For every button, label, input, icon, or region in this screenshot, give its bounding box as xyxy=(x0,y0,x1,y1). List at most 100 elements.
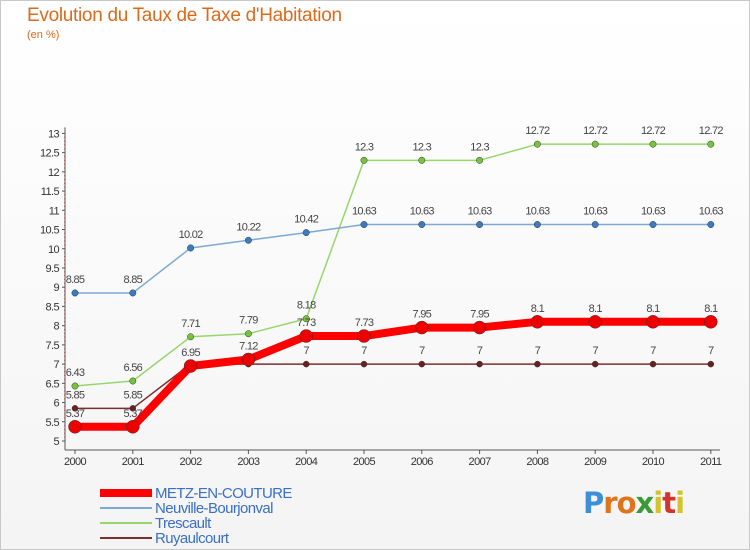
data-label-ruyaulcourt: 7 xyxy=(477,345,483,357)
data-point-metz-en-couture xyxy=(588,315,602,329)
data-label-neuville-bourjonval: 8.85 xyxy=(66,274,85,286)
data-label-metz-en-couture: 7.95 xyxy=(470,309,489,321)
data-label-neuville-bourjonval: 10.63 xyxy=(468,206,493,218)
logo-letter: P xyxy=(583,486,604,520)
data-label-neuville-bourjonval: 10.63 xyxy=(641,206,666,218)
data-point-neuville-bourjonval xyxy=(418,221,426,228)
y-tick-label: 5.5 xyxy=(46,417,60,429)
data-point-neuville-bourjonval xyxy=(244,236,252,244)
legend-item: Ruyaulcourt xyxy=(100,529,229,547)
y-tick-label: 6.5 xyxy=(46,378,60,390)
legend-swatch xyxy=(100,489,152,497)
data-point-trescault xyxy=(707,140,715,148)
y-tick-label: 11 xyxy=(49,205,60,217)
legend-swatch xyxy=(100,507,152,509)
data-point-trescault xyxy=(533,140,541,148)
data-label-metz-en-couture: 5.37 xyxy=(66,408,85,420)
data-label-neuville-bourjonval: 10.63 xyxy=(699,206,724,218)
x-tick-label: 2009 xyxy=(584,456,607,468)
data-label-metz-en-couture: 5.37 xyxy=(123,408,142,420)
data-label-ruyaulcourt: 5.85 xyxy=(66,389,85,401)
data-point-neuville-bourjonval xyxy=(71,289,79,297)
x-tick-label: 2011 xyxy=(700,456,722,468)
y-tick-label: 12 xyxy=(48,167,60,179)
data-label-ruyaulcourt: 7 xyxy=(592,345,598,357)
data-label-neuville-bourjonval: 10.22 xyxy=(236,221,261,233)
data-label-ruyaulcourt: 7 xyxy=(708,345,714,357)
x-tick-label: 2002 xyxy=(180,456,203,468)
data-point-ruyaulcourt xyxy=(591,360,599,368)
data-label-trescault: 12.3 xyxy=(412,141,431,153)
legend-label: Neuville-Bourjonval xyxy=(155,499,273,517)
data-label-metz-en-couture: 8.1 xyxy=(704,303,718,315)
data-label-neuville-bourjonval: 10.02 xyxy=(179,229,204,241)
y-tick-label: 12.5 xyxy=(40,148,59,160)
data-label-ruyaulcourt: 7 xyxy=(650,345,656,357)
data-label-metz-en-couture: 7.12 xyxy=(239,340,258,352)
legend-label: Ruyaulcourt xyxy=(155,529,229,547)
data-label-metz-en-couture: 7.73 xyxy=(297,317,316,329)
y-tick-label: 11.5 xyxy=(41,186,60,198)
legend-item: METZ-EN-COUTURE xyxy=(100,485,292,502)
data-label-trescault: 7.71 xyxy=(181,318,200,330)
data-point-metz-en-couture xyxy=(183,359,198,373)
data-point-ruyaulcourt xyxy=(302,360,310,368)
x-tick-label: 2008 xyxy=(526,456,549,468)
data-label-trescault: 6.56 xyxy=(123,362,142,374)
data-label-trescault: 8.18 xyxy=(297,300,316,312)
y-tick-label: 5 xyxy=(53,436,59,448)
data-point-metz-en-couture xyxy=(357,329,371,343)
data-label-trescault: 12.72 xyxy=(699,125,724,137)
data-point-neuville-bourjonval xyxy=(649,221,657,228)
proxiti-logo: Proxiti xyxy=(583,486,685,520)
legend-item: Neuville-Bourjonval xyxy=(100,499,273,517)
data-point-neuville-bourjonval xyxy=(129,289,137,297)
data-point-ruyaulcourt xyxy=(360,360,368,368)
data-label-trescault: 6.43 xyxy=(66,367,85,379)
chart-unit-label: (en %) xyxy=(27,29,60,41)
data-point-neuville-bourjonval xyxy=(591,221,599,228)
y-tick-label: 10.5 xyxy=(40,225,59,237)
x-tick-label: 2001 xyxy=(122,456,145,468)
legend-swatch xyxy=(100,522,152,524)
y-tick-label: 13 xyxy=(48,128,60,140)
logo-letter: x xyxy=(635,486,655,520)
logo-letter: o xyxy=(616,486,637,520)
data-label-neuville-bourjonval: 10.63 xyxy=(410,206,435,218)
data-label-ruyaulcourt: 5.85 xyxy=(123,389,142,401)
data-point-neuville-bourjonval xyxy=(187,244,195,252)
data-point-metz-en-couture xyxy=(704,315,718,329)
data-point-metz-en-couture xyxy=(68,420,82,434)
data-point-trescault xyxy=(360,156,368,164)
data-label-trescault: 12.3 xyxy=(470,141,489,153)
data-label-neuville-bourjonval: 8.85 xyxy=(123,274,142,286)
data-point-ruyaulcourt xyxy=(707,360,715,368)
logo-letter: t xyxy=(662,486,676,520)
data-point-metz-en-couture xyxy=(472,320,487,335)
series-line-neuville-bourjonval xyxy=(75,223,711,294)
data-point-trescault xyxy=(649,140,657,148)
x-tick-label: 2010 xyxy=(642,456,665,468)
data-point-metz-en-couture xyxy=(299,329,313,343)
series-line-trescault xyxy=(74,143,711,387)
data-point-metz-en-couture xyxy=(415,320,429,335)
data-point-ruyaulcourt xyxy=(129,405,137,412)
data-label-ruyaulcourt: 7 xyxy=(535,345,541,357)
data-label-metz-en-couture: 8.1 xyxy=(589,303,603,315)
data-point-trescault xyxy=(187,333,195,341)
data-label-trescault: 12.3 xyxy=(355,141,374,153)
data-point-trescault xyxy=(71,382,79,390)
data-point-ruyaulcourt xyxy=(418,360,426,368)
data-label-trescault: 12.72 xyxy=(525,125,550,137)
data-point-metz-en-couture xyxy=(530,315,545,329)
data-point-neuville-bourjonval xyxy=(707,221,715,228)
y-tick-label: 9 xyxy=(53,282,59,294)
data-point-trescault xyxy=(476,156,484,164)
y-tick-label: 7 xyxy=(53,359,59,371)
data-label-neuville-bourjonval: 10.42 xyxy=(294,214,319,226)
data-label-neuville-bourjonval: 10.63 xyxy=(352,206,377,218)
legend-label: Trescault xyxy=(155,514,211,532)
data-point-metz-en-couture xyxy=(241,352,256,367)
y-tick-label: 10 xyxy=(48,244,60,256)
